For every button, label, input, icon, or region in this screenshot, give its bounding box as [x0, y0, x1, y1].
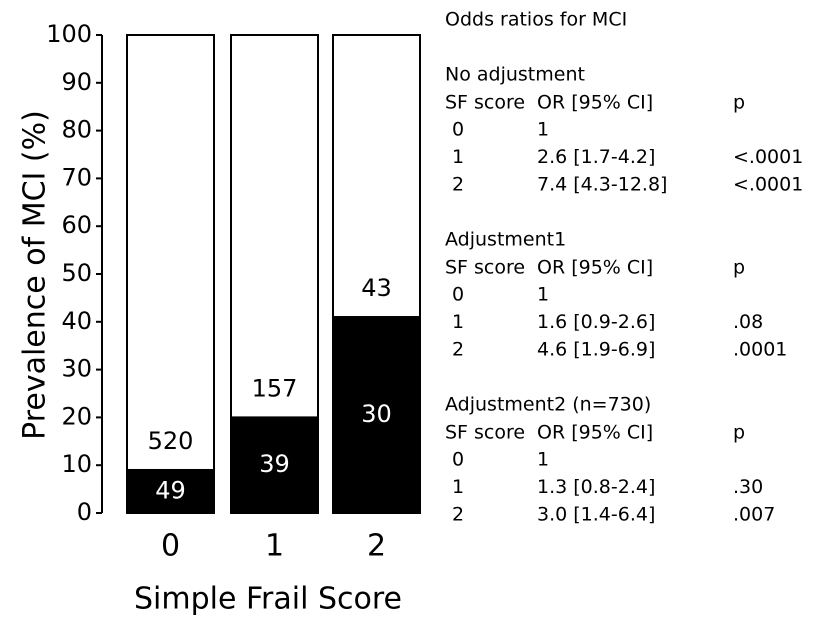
bar-segment [126, 468, 215, 515]
section-heading: Adjustment1 [445, 229, 566, 251]
x-tick-label: 2 [367, 529, 386, 564]
row-cell: 1 [537, 119, 549, 141]
section-heading: No adjustment [445, 64, 585, 86]
count-label: 30 [361, 400, 392, 428]
row-cell: 1 [452, 146, 464, 168]
y-tick-label: 10 [61, 450, 92, 478]
header-cell: p [733, 422, 745, 444]
row-cell: <.0001 [733, 174, 803, 196]
count-label: 39 [259, 450, 290, 478]
row-cell: .0001 [733, 339, 787, 361]
y-tick-label: 20 [61, 402, 92, 430]
y-tick-label: 80 [61, 116, 92, 144]
header-cell: OR [95% CI] [537, 422, 653, 444]
header-cell: p [733, 257, 745, 279]
x-axis-title: Simple Frail Score [134, 582, 402, 617]
row-cell: 0 [452, 449, 464, 471]
y-tick-label: 70 [61, 163, 92, 191]
count-label: 43 [361, 274, 392, 302]
y-axis-title: Prevalence of MCI (%) [18, 110, 53, 440]
row-cell: 2 [452, 174, 464, 196]
x-tick-label: 1 [265, 529, 284, 564]
row-cell: 7.4 [4.3-12.8] [537, 174, 667, 196]
y-tick-label: 60 [61, 211, 92, 239]
row-cell: 0 [452, 284, 464, 306]
header-cell: OR [95% CI] [537, 92, 653, 114]
row-cell: .007 [733, 504, 775, 526]
row-cell: 0 [452, 119, 464, 141]
y-tick-label: 30 [61, 355, 92, 383]
y-tick-label: 40 [61, 307, 92, 335]
y-tick-label: 100 [46, 20, 92, 48]
header-cell: p [733, 92, 745, 114]
bar-segment [126, 34, 215, 471]
y-tick-label: 0 [77, 498, 92, 526]
row-cell: 4.6 [1.9-6.9] [537, 339, 655, 361]
header-cell: SF score [445, 92, 525, 114]
y-tick-label: 90 [61, 68, 92, 96]
row-cell: 1.3 [0.8-2.4] [537, 476, 655, 498]
header-cell: SF score [445, 422, 525, 444]
row-cell: 1 [452, 476, 464, 498]
bar-segment [332, 34, 421, 319]
row-cell: 1.6 [0.9-2.6] [537, 311, 655, 333]
row-cell: 2 [452, 504, 464, 526]
row-cell: 3.0 [1.4-6.4] [537, 504, 655, 526]
count-label: 49 [155, 476, 186, 504]
y-tick-label: 50 [61, 259, 92, 287]
row-cell: 2.6 [1.7-4.2] [537, 146, 655, 168]
row-cell: 1 [452, 311, 464, 333]
count-label: 157 [252, 374, 298, 402]
header-cell: OR [95% CI] [537, 257, 653, 279]
row-cell: <.0001 [733, 146, 803, 168]
count-label: 520 [148, 427, 194, 455]
row-cell: 2 [452, 339, 464, 361]
x-tick-label: 0 [161, 529, 180, 564]
row-cell: 1 [537, 449, 549, 471]
row-cell: 1 [537, 284, 549, 306]
bar-segment [230, 34, 319, 419]
row-cell: .30 [733, 476, 763, 498]
panel-title: Odds ratios for MCI [445, 9, 627, 31]
section-heading: Adjustment2 (n=730) [445, 394, 651, 416]
header-cell: SF score [445, 257, 525, 279]
row-cell: .08 [733, 311, 763, 333]
